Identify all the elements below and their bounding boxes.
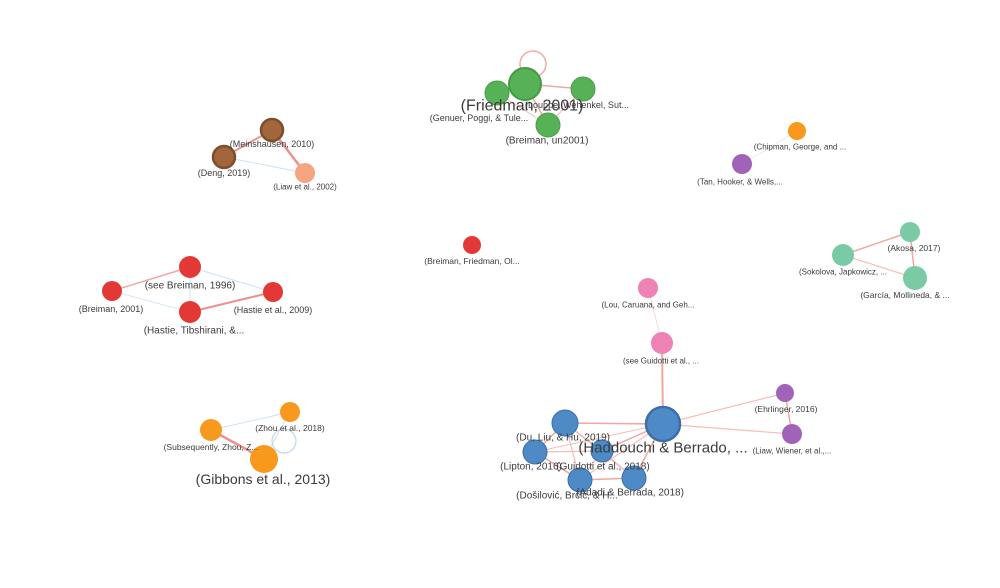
- node-meinshausen[interactable]: [259, 117, 285, 143]
- node-dosilovic[interactable]: [567, 467, 593, 493]
- node-see_breiman[interactable]: [179, 256, 201, 278]
- node-label-louppe: (Louppe, Wehenkel, Sut...: [525, 100, 629, 110]
- node-guidotti[interactable]: [590, 439, 614, 463]
- node-label-garcia: (García, Mollineda, & ...: [860, 290, 949, 300]
- node-label-meinshausen: (Meinshausen, 2010): [230, 139, 315, 149]
- node-gibbons[interactable]: [250, 445, 278, 473]
- node-garcia[interactable]: [903, 266, 927, 290]
- node-label-haddouchi: (Haddouchi & Berrado, ...: [578, 440, 747, 457]
- node-label-friedman: (Friedman, 2001): [461, 98, 584, 115]
- node-akosa[interactable]: [900, 222, 920, 242]
- node-genuer[interactable]: [484, 80, 510, 106]
- node-label-ehrlinger: (Ehrlinger, 2016): [755, 404, 818, 414]
- edge-lipton-haddouchi: [534, 423, 664, 453]
- node-label-breiman2001: (Breiman, 2001): [79, 304, 144, 314]
- node-label-liaw_wiener: (Liaw, Wiener, et al.,...: [753, 447, 832, 456]
- node-tan[interactable]: [732, 154, 752, 174]
- node-label-du: (Du, Liu, & Hu, 2019): [516, 433, 610, 444]
- edge-breiman2001-hastie_tib: [111, 290, 191, 313]
- edge-haddouchi-ehrlinger: [662, 392, 786, 425]
- edge-chipman-tan: [741, 130, 798, 165]
- node-sokolova[interactable]: [832, 244, 854, 266]
- node-haddouchi[interactable]: [644, 405, 682, 443]
- edge-hastie_tib-hastie2009: [189, 291, 274, 313]
- edge-sokolova-garcia: [842, 254, 916, 279]
- node-breiman2001[interactable]: [102, 281, 122, 301]
- node-label-zhou: (Zhou et al., 2018): [255, 423, 325, 433]
- node-zhou[interactable]: [280, 402, 300, 422]
- node-label-dosilovic: (Došilović, Brčić, & H...: [516, 491, 618, 502]
- node-du[interactable]: [551, 409, 579, 437]
- node-breiman_fo[interactable]: [463, 236, 481, 254]
- node-label-lou: (Lou, Caruana, and Geh...: [602, 301, 695, 310]
- edge-akosa-sokolova: [842, 231, 911, 256]
- node-liaw_wiener[interactable]: [782, 424, 802, 444]
- node-label-see_breiman: (see Breiman, 1996): [145, 281, 236, 292]
- node-label-deng: (Deng, 2019): [198, 168, 251, 178]
- node-lou[interactable]: [638, 278, 658, 298]
- node-louppe[interactable]: [570, 76, 596, 102]
- edge-deng-liaw2002: [223, 156, 306, 174]
- node-label-sokolova: (Sokolova, Japkowicz, ...: [799, 268, 887, 277]
- node-adadi[interactable]: [621, 465, 647, 491]
- node-liaw2002[interactable]: [295, 163, 315, 183]
- edge-zhou-subsequently: [210, 411, 291, 431]
- node-label-hastie2009: (Hastie et al., 2009): [234, 305, 313, 315]
- node-label-breiman_un: (Breiman, un2001): [506, 136, 589, 147]
- edge-see_breiman-breiman2001: [111, 266, 191, 292]
- node-label-tan: (Tan, Hooker, & Wells,...: [697, 178, 783, 187]
- node-label-guidotti: (Guidotti et al., 2018): [556, 462, 649, 473]
- node-breiman_un[interactable]: [535, 112, 561, 138]
- gibbons-self-loop: [271, 428, 297, 454]
- node-hastie_tib[interactable]: [179, 301, 201, 323]
- node-label-hastie_tib: (Hastie, Tibshirani, &...: [144, 326, 245, 337]
- node-hastie2009[interactable]: [263, 282, 283, 302]
- node-label-chipman: (Chipman, George, and ...: [754, 143, 847, 152]
- node-label-subsequently: (Subsequently, Zhou, Z...: [164, 442, 259, 452]
- node-subsequently[interactable]: [200, 419, 222, 441]
- node-label-gibbons: (Gibbons et al., 2013): [196, 471, 331, 487]
- node-see_guidotti[interactable]: [651, 332, 673, 354]
- node-chipman[interactable]: [788, 122, 806, 140]
- edge-see_breiman-hastie2009: [189, 266, 274, 293]
- node-ehrlinger[interactable]: [776, 384, 794, 402]
- node-label-lipton: (Lipton, 2016): [500, 462, 562, 473]
- node-label-genuer: (Genuer, Poggi, & Tule...: [430, 113, 529, 123]
- edge-haddouchi-liaw_wiener: [662, 423, 793, 435]
- node-label-akosa: (Akosa, 2017): [888, 243, 941, 253]
- node-deng[interactable]: [211, 144, 237, 170]
- node-friedman[interactable]: [508, 67, 542, 101]
- node-lipton[interactable]: [522, 439, 548, 465]
- node-label-adadi: (Adadi & Berrada, 2018): [576, 488, 684, 499]
- node-label-liaw2002: (Liaw et al., 2002): [273, 183, 337, 192]
- node-label-see_guidotti: (see Guidotti et al., ...: [623, 357, 699, 366]
- node-label-breiman_fo: (Breiman, Friedman, Ol...: [424, 256, 519, 266]
